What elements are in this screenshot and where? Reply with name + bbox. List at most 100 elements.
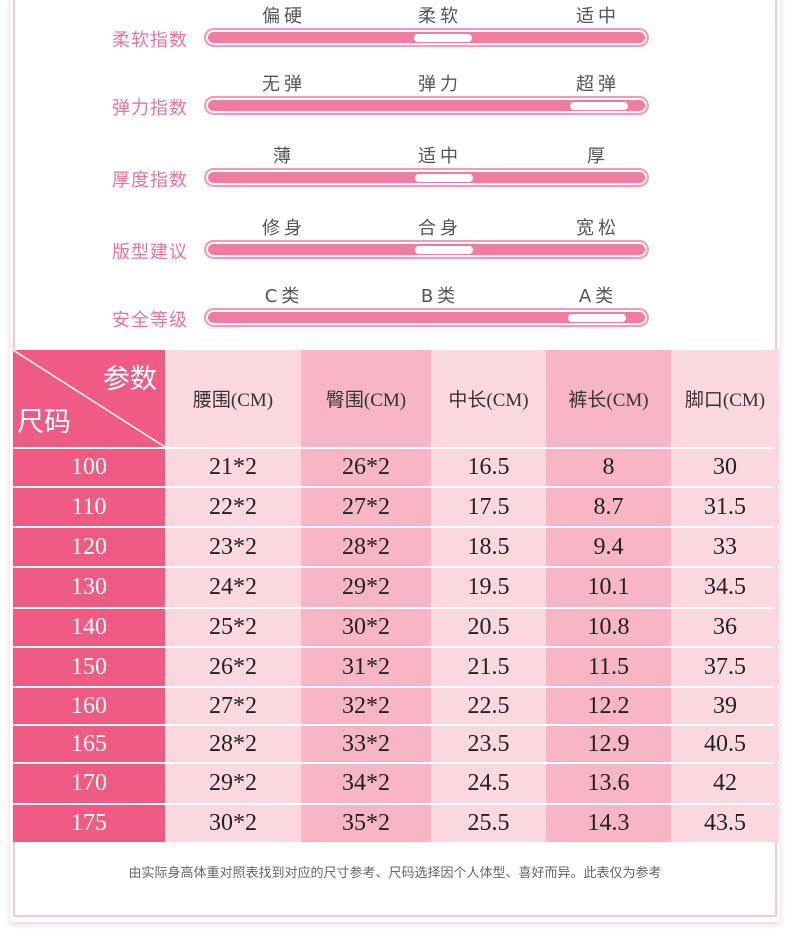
table-row: 110 22*2 27*2 17.5 8.7 31.5 <box>13 488 779 526</box>
index-row: 安全等级 C类 B类 A类 <box>0 280 790 350</box>
table-cell: 31*2 <box>301 648 431 686</box>
table-corner-header: 参数 尺码 <box>13 350 165 447</box>
size-cell: 165 <box>13 726 165 762</box>
table-row: 165 28*2 33*2 23.5 12.9 40.5 <box>13 726 779 762</box>
index-slider-indicator <box>414 34 472 42</box>
table-cell: 8.7 <box>546 488 671 526</box>
table-cell: 24*2 <box>165 568 301 607</box>
index-option: 超弹 <box>576 74 620 95</box>
index-option: 柔软 <box>418 6 462 27</box>
index-option: A类 <box>578 286 618 307</box>
index-option: 厚 <box>587 146 609 167</box>
table-cell: 26*2 <box>165 648 301 686</box>
index-row: 柔软指数 偏硬 柔软 适中 <box>0 0 790 70</box>
index-option: 无弹 <box>262 74 306 95</box>
table-cell: 10.1 <box>546 568 671 607</box>
index-label: 弹力指数 <box>112 98 188 119</box>
size-cell: 175 <box>13 805 165 842</box>
table-row: 140 25*2 30*2 20.5 10.8 36 <box>13 609 779 646</box>
table-cell: 22.5 <box>431 688 546 724</box>
table-cell: 9.4 <box>546 528 671 566</box>
index-row: 弹力指数 无弹 弹力 超弹 <box>0 68 790 138</box>
table-cell: 43.5 <box>671 805 779 842</box>
column-header: 裤长(CM) <box>546 350 671 447</box>
table-cell: 37.5 <box>671 648 779 686</box>
size-cell: 130 <box>13 568 165 607</box>
index-slider-indicator <box>415 174 473 182</box>
table-cell: 30*2 <box>165 805 301 842</box>
size-cell: 150 <box>13 648 165 686</box>
column-header: 中长(CM) <box>431 350 546 447</box>
table-cell: 25*2 <box>165 609 301 646</box>
index-option: 偏硬 <box>262 6 306 27</box>
table-cell: 18.5 <box>431 528 546 566</box>
index-option: 薄 <box>273 146 295 167</box>
table-cell: 13.6 <box>546 764 671 803</box>
table-row: 175 30*2 35*2 25.5 14.3 43.5 <box>13 805 779 842</box>
table-cell: 30*2 <box>301 609 431 646</box>
index-slider-track <box>205 169 648 186</box>
table-cell: 29*2 <box>165 764 301 803</box>
corner-size-label: 尺码 <box>17 407 71 438</box>
table-cell: 11.5 <box>546 648 671 686</box>
index-slider-track <box>205 97 648 114</box>
table-cell: 25.5 <box>431 805 546 842</box>
table-cell: 34*2 <box>301 764 431 803</box>
table-cell: 12.2 <box>546 688 671 724</box>
table-cell: 30 <box>671 449 779 486</box>
index-slider-indicator <box>570 102 628 110</box>
table-cell: 27*2 <box>301 488 431 526</box>
column-header: 臀围(CM) <box>301 350 431 447</box>
size-cell: 140 <box>13 609 165 646</box>
index-option: 弹力 <box>418 74 462 95</box>
table-cell: 20.5 <box>431 609 546 646</box>
index-label: 厚度指数 <box>112 170 188 191</box>
table-cell: 33*2 <box>301 726 431 762</box>
table-cell: 22*2 <box>165 488 301 526</box>
table-row: 130 24*2 29*2 19.5 10.1 34.5 <box>13 568 779 607</box>
table-cell: 39 <box>671 688 779 724</box>
footnote: 由实际身高体重对照表找到对应的尺寸参考、尺码选择因个人体型、喜好而异。此表仅为参… <box>128 866 662 881</box>
index-row: 厚度指数 薄 适中 厚 <box>0 140 790 210</box>
index-slider-track <box>205 309 648 326</box>
index-option: 修身 <box>262 218 306 239</box>
corner-param-label: 参数 <box>103 364 157 395</box>
table-cell: 32*2 <box>301 688 431 724</box>
size-cell: 160 <box>13 688 165 724</box>
table-row: 100 21*2 26*2 16.5 8 30 <box>13 449 779 486</box>
table-cell: 8 <box>546 449 671 486</box>
index-option: C类 <box>264 286 304 307</box>
table-cell: 40.5 <box>671 726 779 762</box>
table-cell: 10.8 <box>546 609 671 646</box>
table-cell: 23.5 <box>431 726 546 762</box>
table-row: 150 26*2 31*2 21.5 11.5 37.5 <box>13 648 779 686</box>
size-cell: 110 <box>13 488 165 526</box>
index-label: 柔软指数 <box>112 30 188 51</box>
table-cell: 17.5 <box>431 488 546 526</box>
index-slider-indicator <box>415 246 473 254</box>
table-cell: 12.9 <box>546 726 671 762</box>
table-row: 170 29*2 34*2 24.5 13.6 42 <box>13 764 779 803</box>
size-cell: 100 <box>13 449 165 486</box>
table-cell: 14.3 <box>546 805 671 842</box>
table-cell: 34.5 <box>671 568 779 607</box>
index-option: 宽松 <box>576 218 620 239</box>
index-option: 适中 <box>576 6 620 27</box>
table-cell: 21.5 <box>431 648 546 686</box>
table-cell: 21*2 <box>165 449 301 486</box>
table-row: 160 27*2 32*2 22.5 12.2 39 <box>13 688 779 724</box>
table-cell: 29*2 <box>301 568 431 607</box>
index-option: 合身 <box>418 218 462 239</box>
table-cell: 19.5 <box>431 568 546 607</box>
table-cell: 26*2 <box>301 449 431 486</box>
index-option: 适中 <box>418 146 462 167</box>
index-slider-track <box>205 29 648 46</box>
index-slider-indicator <box>568 314 626 322</box>
column-header: 脚口(CM) <box>671 350 779 447</box>
table-cell: 27*2 <box>165 688 301 724</box>
table-row: 120 23*2 28*2 18.5 9.4 33 <box>13 528 779 566</box>
table-cell: 31.5 <box>671 488 779 526</box>
index-row: 版型建议 修身 合身 宽松 <box>0 212 790 282</box>
table-cell: 24.5 <box>431 764 546 803</box>
column-header: 腰围(CM) <box>165 350 301 447</box>
